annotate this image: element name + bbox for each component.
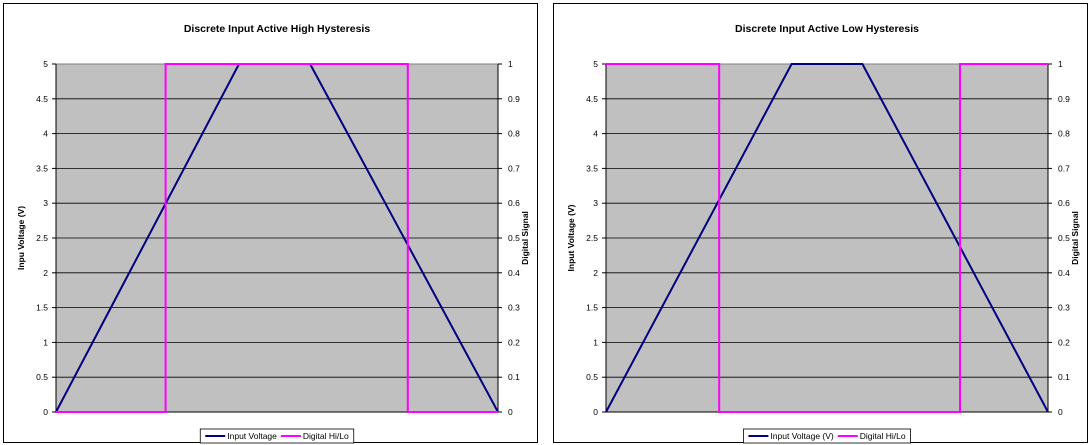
y-tick-label: 5 xyxy=(43,59,48,69)
y-tick-label: 1 xyxy=(43,337,48,347)
legend-entry: Input Voltage (V) xyxy=(770,431,833,441)
y2-tick-label: 1 xyxy=(508,59,513,69)
legend: Input Voltage (V) Digital Hi/Lo xyxy=(743,428,911,444)
y2-tick-label: 0.3 xyxy=(508,303,520,313)
y2-tick-label: 0.7 xyxy=(1058,163,1070,173)
y-tick-label: 2 xyxy=(43,268,48,278)
y2-tick-label: 0.8 xyxy=(1058,129,1070,139)
y-tick-label: 0.5 xyxy=(36,372,48,382)
chart-panel-active-low: Discrete Input Active Low Hysteresis 0 0 0.… xyxy=(553,3,1088,444)
series-line-digital-hi-lo xyxy=(606,63,1048,413)
y-tick-label: 3.5 xyxy=(36,163,48,173)
y-tick-label: 3 xyxy=(43,198,48,208)
y2-tick-label: 0.7 xyxy=(508,163,520,173)
y-tick-label: 1.5 xyxy=(36,303,48,313)
y2-tick-label: 0.5 xyxy=(508,233,520,243)
legend-entry: Input Voltage xyxy=(227,431,277,441)
y2-tick-label: 0.4 xyxy=(1058,268,1070,278)
chart-title: Discrete Input Active High Hysteresis xyxy=(184,23,370,35)
y2-tick-label: 0.1 xyxy=(1058,372,1070,382)
y2-tick-label: 0.9 xyxy=(1058,94,1070,104)
y-tick-label: 4.5 xyxy=(36,94,48,104)
chart-svg-active-high: Discrete Input Active High Hysteresis 0 0 0… xyxy=(16,23,530,444)
y-tick-label: 2 xyxy=(593,268,598,278)
y2-tick-label: 0.3 xyxy=(1058,303,1070,313)
y-tick-label: 0.5 xyxy=(586,372,598,382)
legend-entry: Digital Hi/Lo xyxy=(860,431,906,441)
y-axis-label: Inpu Voltage (V) xyxy=(16,206,26,270)
y-tick-label: 3.5 xyxy=(586,163,598,173)
y-tick-label: 5 xyxy=(593,59,598,69)
y-tick-label: 4.5 xyxy=(586,94,598,104)
y-tick-label: 0 xyxy=(43,407,48,417)
y2-axis-label: Digital Signal xyxy=(1070,211,1080,265)
y2-tick-label: 0 xyxy=(508,407,513,417)
y-tick-label: 0 xyxy=(593,407,598,417)
y-tick-label: 4 xyxy=(593,129,598,139)
y2-tick-label: 0.4 xyxy=(508,268,520,278)
chart-svg-active-low: Discrete Input Active Low Hysteresis 0 0 0.… xyxy=(566,23,1080,444)
y2-tick-label: 0.9 xyxy=(508,94,520,104)
y-tick-label: 4 xyxy=(43,129,48,139)
legend-box xyxy=(743,428,911,444)
y-tick-label: 2.5 xyxy=(36,233,48,243)
y-axis-label: Input Voltage (V) xyxy=(566,204,576,271)
y2-tick-label: 0.1 xyxy=(508,372,520,382)
y-tick-label: 1 xyxy=(593,337,598,347)
y2-tick-label: 0.5 xyxy=(1058,233,1070,243)
y2-axis-label: Digital Signal xyxy=(520,211,530,265)
series-line-input-voltage xyxy=(605,63,1049,413)
y2-tick-label: 0.6 xyxy=(1058,198,1070,208)
y2-tick-label: 0.2 xyxy=(508,337,520,347)
y2-tick-label: 0 xyxy=(1058,407,1063,417)
legend-box xyxy=(199,428,355,444)
y-tick-label: 2.5 xyxy=(586,233,598,243)
y2-tick-label: 0.6 xyxy=(508,198,520,208)
legend: Input Voltage Digital Hi/Lo xyxy=(199,428,355,444)
y2-tick-label: 0.2 xyxy=(1058,337,1070,347)
y-tick-label: 3 xyxy=(593,198,598,208)
y-tick-label: 1.5 xyxy=(586,303,598,313)
y2-tick-label: 0.8 xyxy=(508,129,520,139)
legend-entry: Digital Hi/Lo xyxy=(303,431,349,441)
series-line-digital-hi-lo xyxy=(56,63,498,413)
y2-tick-label: 1 xyxy=(1058,59,1063,69)
chart-title: Discrete Input Active Low Hysteresis xyxy=(735,23,919,35)
chart-panel-active-high: Discrete Input Active High Hysteresis 0 0 0… xyxy=(3,3,538,444)
